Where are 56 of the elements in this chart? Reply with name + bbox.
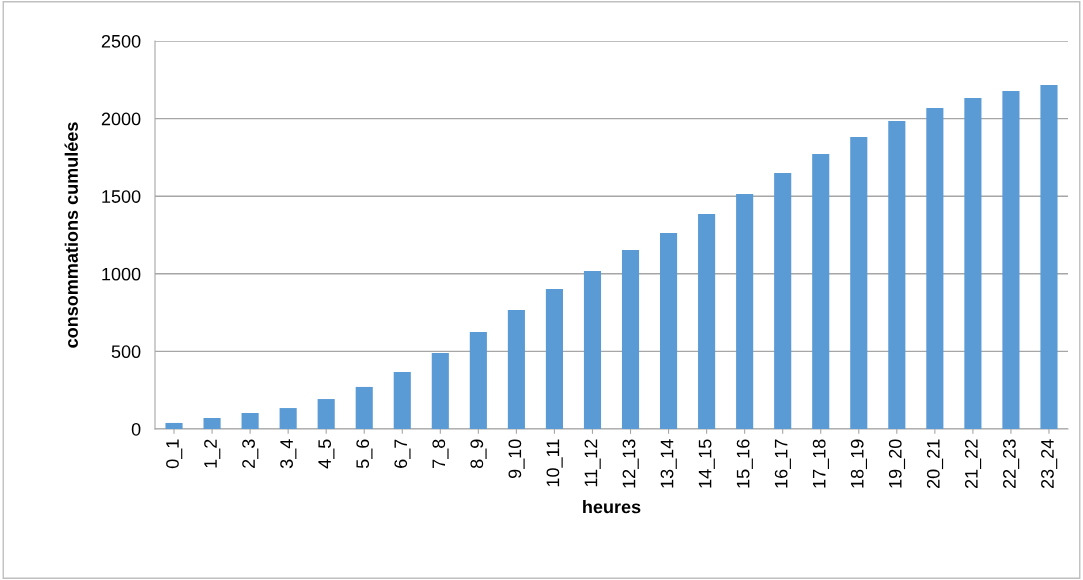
x-tick-label: 18_19	[850, 439, 868, 488]
x-tick-label: 4_5	[318, 439, 335, 469]
y-axis-title: consommations cumulées	[64, 122, 78, 348]
y-tick-label: 2000	[101, 112, 141, 126]
bar	[469, 332, 487, 429]
x-tick-label: 1_2	[204, 439, 221, 468]
x-tick-label: 14_15	[698, 439, 715, 488]
bar	[660, 232, 678, 429]
bar	[926, 107, 944, 429]
bar	[774, 172, 792, 429]
x-tick-label: 13_14	[660, 439, 677, 488]
x-tick-label: 9_10	[508, 439, 525, 479]
x-tick-label: 2_3	[242, 439, 259, 468]
bar	[1040, 85, 1058, 429]
x-tick-label: 3_4	[280, 439, 297, 469]
x-tick-label: 8_9	[470, 439, 487, 469]
bar	[698, 214, 716, 429]
x-tick-label: 17_18	[812, 439, 829, 488]
x-tick-label: 21_22	[964, 439, 982, 489]
bar	[1002, 90, 1020, 429]
bar	[736, 194, 754, 429]
bar	[545, 289, 563, 429]
bar	[888, 120, 906, 429]
y-tick-label: 1500	[102, 190, 141, 203]
x-tick-label: 5_6	[356, 439, 373, 469]
y-tick-label: 1000	[102, 267, 141, 281]
x-tick-label: 11_12	[584, 439, 601, 487]
x-tick-label: 12_13	[622, 439, 639, 488]
bar	[393, 372, 411, 429]
bar	[165, 422, 183, 429]
bar	[964, 97, 982, 429]
bar	[203, 417, 221, 429]
y-tick-label: 500	[111, 345, 141, 359]
bar	[279, 408, 297, 429]
x-tick-label: 19_20	[888, 439, 906, 488]
x-axis-title: heures	[583, 500, 641, 514]
x-tick-label: 0_1	[166, 439, 183, 469]
bar	[812, 153, 830, 429]
x-tick-label: 20_21	[926, 439, 944, 489]
x-tick-label: 16_17	[774, 439, 791, 488]
x-tick-label: 10_11	[546, 439, 563, 487]
x-tick-label: 15_16	[736, 439, 753, 488]
bar	[431, 352, 449, 429]
x-tick-label: 7_8	[432, 439, 449, 468]
bar	[241, 413, 259, 429]
y-tick-label: 0	[131, 422, 141, 436]
bar	[850, 136, 868, 429]
x-tick-label: 6_7	[394, 439, 411, 468]
x-tick-label: 22_23	[1003, 439, 1020, 489]
bar	[317, 399, 335, 429]
x-tick-label: 23_24	[1041, 439, 1058, 489]
bar	[507, 309, 525, 429]
bar	[583, 271, 602, 429]
bar	[355, 386, 373, 429]
bar	[621, 250, 640, 429]
y-tick-label: 2500	[101, 34, 141, 48]
